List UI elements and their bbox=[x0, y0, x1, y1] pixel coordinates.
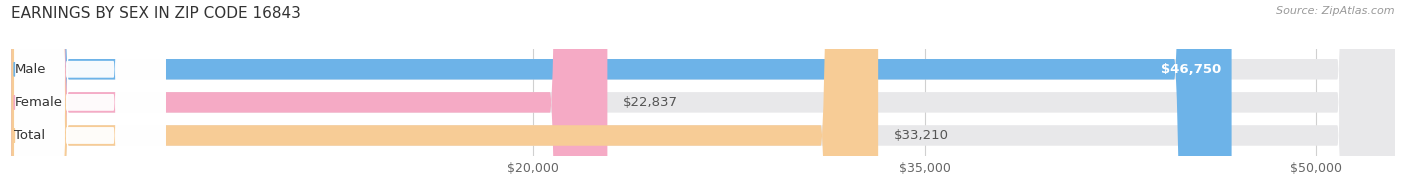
Text: $22,837: $22,837 bbox=[623, 96, 678, 109]
Text: Male: Male bbox=[14, 63, 46, 76]
FancyBboxPatch shape bbox=[11, 0, 879, 195]
FancyBboxPatch shape bbox=[11, 0, 1395, 195]
FancyBboxPatch shape bbox=[11, 0, 1395, 195]
Text: Female: Female bbox=[14, 96, 62, 109]
Text: Source: ZipAtlas.com: Source: ZipAtlas.com bbox=[1277, 6, 1395, 16]
FancyBboxPatch shape bbox=[11, 0, 1395, 195]
FancyBboxPatch shape bbox=[11, 0, 1232, 195]
FancyBboxPatch shape bbox=[11, 0, 607, 195]
FancyBboxPatch shape bbox=[14, 0, 166, 195]
Text: $46,750: $46,750 bbox=[1161, 63, 1222, 76]
FancyBboxPatch shape bbox=[14, 0, 166, 195]
Text: Total: Total bbox=[14, 129, 45, 142]
FancyBboxPatch shape bbox=[14, 0, 166, 195]
Text: $33,210: $33,210 bbox=[894, 129, 949, 142]
Text: EARNINGS BY SEX IN ZIP CODE 16843: EARNINGS BY SEX IN ZIP CODE 16843 bbox=[11, 6, 301, 21]
